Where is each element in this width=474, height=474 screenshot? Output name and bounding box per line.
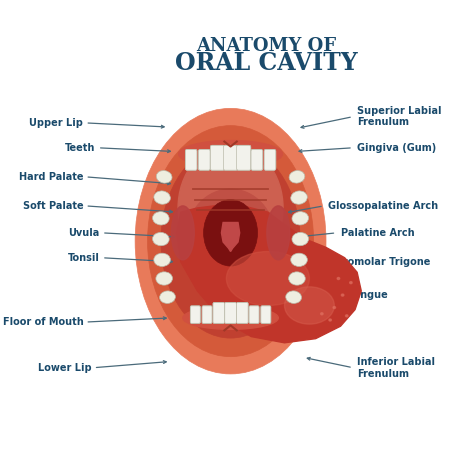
Ellipse shape	[289, 171, 305, 183]
Text: Floor of Mouth: Floor of Mouth	[2, 317, 83, 327]
Ellipse shape	[286, 291, 301, 303]
Ellipse shape	[320, 313, 323, 315]
FancyBboxPatch shape	[185, 149, 197, 170]
Text: Superior Labial
Frenulum: Superior Labial Frenulum	[357, 106, 442, 128]
FancyBboxPatch shape	[191, 306, 201, 323]
Ellipse shape	[178, 144, 283, 272]
FancyBboxPatch shape	[213, 302, 225, 323]
Ellipse shape	[179, 140, 283, 167]
Ellipse shape	[289, 272, 305, 285]
FancyBboxPatch shape	[237, 302, 248, 323]
FancyBboxPatch shape	[202, 306, 212, 323]
Ellipse shape	[135, 109, 326, 374]
FancyBboxPatch shape	[224, 146, 237, 170]
FancyBboxPatch shape	[249, 306, 259, 323]
Text: Hard Palate: Hard Palate	[19, 172, 83, 182]
Ellipse shape	[227, 252, 310, 305]
Ellipse shape	[291, 191, 307, 204]
Text: Glossopalatine Arch: Glossopalatine Arch	[328, 201, 438, 211]
Text: Upper Lip: Upper Lip	[29, 118, 83, 128]
Ellipse shape	[333, 307, 336, 309]
FancyBboxPatch shape	[237, 146, 251, 170]
FancyBboxPatch shape	[251, 149, 263, 170]
Ellipse shape	[267, 206, 290, 260]
FancyBboxPatch shape	[210, 146, 225, 170]
FancyBboxPatch shape	[264, 149, 276, 170]
FancyBboxPatch shape	[185, 149, 197, 170]
Ellipse shape	[154, 191, 170, 204]
FancyBboxPatch shape	[237, 302, 248, 323]
Ellipse shape	[291, 253, 307, 266]
Text: Lower Lip: Lower Lip	[38, 363, 91, 373]
Text: Soft Palate: Soft Palate	[23, 201, 83, 211]
FancyBboxPatch shape	[202, 306, 212, 323]
FancyBboxPatch shape	[191, 306, 201, 323]
Text: Palatine Arch: Palatine Arch	[340, 228, 414, 238]
Polygon shape	[221, 222, 240, 252]
FancyBboxPatch shape	[261, 306, 271, 323]
Ellipse shape	[341, 294, 344, 296]
Text: Retromolar Trigone: Retromolar Trigone	[324, 257, 430, 267]
Ellipse shape	[284, 287, 334, 324]
FancyBboxPatch shape	[224, 146, 237, 170]
FancyBboxPatch shape	[261, 306, 271, 323]
Ellipse shape	[337, 277, 340, 280]
Ellipse shape	[172, 206, 194, 260]
FancyBboxPatch shape	[210, 146, 225, 170]
Ellipse shape	[187, 189, 274, 285]
Ellipse shape	[183, 307, 278, 329]
Text: Uvula: Uvula	[69, 228, 100, 238]
FancyBboxPatch shape	[199, 149, 210, 170]
Ellipse shape	[153, 232, 169, 246]
Ellipse shape	[154, 253, 170, 266]
Text: ANATOMY OF: ANATOMY OF	[196, 37, 336, 55]
Ellipse shape	[346, 315, 348, 317]
Polygon shape	[177, 206, 361, 343]
Text: Tongue: Tongue	[349, 290, 389, 300]
Ellipse shape	[153, 212, 169, 225]
FancyBboxPatch shape	[213, 302, 225, 323]
FancyBboxPatch shape	[264, 149, 276, 170]
FancyBboxPatch shape	[237, 146, 251, 170]
Text: Inferior Labial
Frenulum: Inferior Labial Frenulum	[357, 357, 435, 379]
FancyBboxPatch shape	[225, 302, 237, 323]
Ellipse shape	[329, 319, 331, 321]
FancyBboxPatch shape	[251, 149, 263, 170]
Ellipse shape	[204, 200, 257, 266]
Text: Teeth: Teeth	[65, 143, 96, 153]
FancyBboxPatch shape	[225, 302, 237, 323]
Text: ORAL CAVITY: ORAL CAVITY	[174, 51, 357, 75]
Ellipse shape	[161, 144, 300, 338]
FancyBboxPatch shape	[249, 306, 259, 323]
Text: Tonsil: Tonsil	[68, 253, 100, 263]
Ellipse shape	[292, 212, 309, 225]
Ellipse shape	[156, 272, 173, 285]
Text: Gingiva (Gum): Gingiva (Gum)	[357, 143, 437, 153]
Ellipse shape	[350, 282, 352, 283]
Ellipse shape	[160, 291, 175, 303]
Ellipse shape	[292, 232, 309, 246]
Ellipse shape	[156, 171, 172, 183]
Ellipse shape	[147, 126, 314, 356]
FancyBboxPatch shape	[199, 149, 210, 170]
